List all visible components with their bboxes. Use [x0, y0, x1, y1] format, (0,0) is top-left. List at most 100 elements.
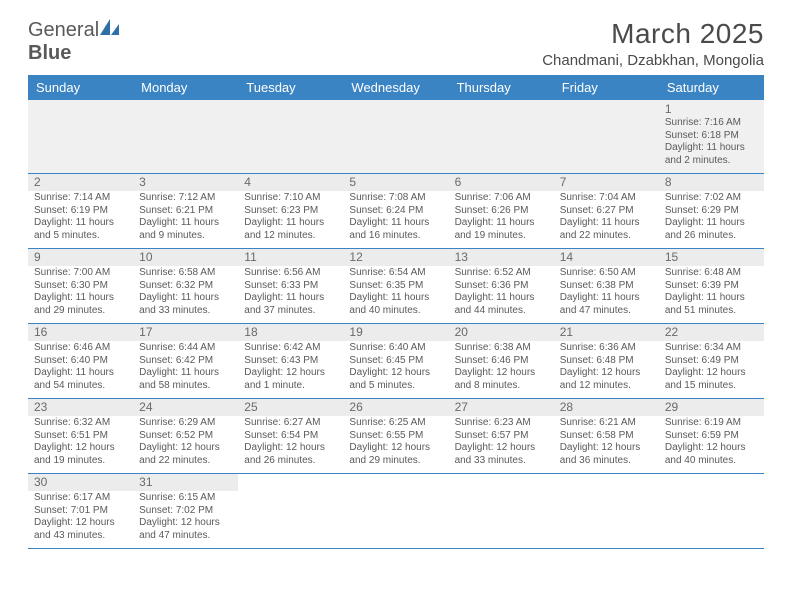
calendar-day-cell: 11Sunrise: 6:56 AMSunset: 6:33 PMDayligh… [238, 249, 343, 324]
daylight-text: Daylight: 11 hours and 44 minutes. [455, 292, 548, 317]
sunset-text: Sunset: 6:18 PM [665, 130, 758, 143]
calendar-day-cell: 3Sunrise: 7:12 AMSunset: 6:21 PMDaylight… [133, 174, 238, 249]
calendar-day-cell: 30Sunrise: 6:17 AMSunset: 7:01 PMDayligh… [28, 474, 133, 549]
daylight-text: Daylight: 11 hours and 9 minutes. [139, 217, 232, 242]
daylight-text: Daylight: 11 hours and 40 minutes. [349, 292, 442, 317]
brand-text: General Blue [28, 18, 121, 65]
daylight-text: Daylight: 11 hours and 54 minutes. [34, 367, 127, 392]
day-number: 12 [343, 249, 448, 266]
calendar-day-cell: 6Sunrise: 7:06 AMSunset: 6:26 PMDaylight… [449, 174, 554, 249]
sunrise-text: Sunrise: 6:34 AM [665, 342, 758, 355]
calendar-day-cell [554, 474, 659, 549]
calendar-day-cell [238, 100, 343, 174]
sunset-text: Sunset: 6:26 PM [455, 205, 548, 218]
calendar-day-cell: 20Sunrise: 6:38 AMSunset: 6:46 PMDayligh… [449, 324, 554, 399]
sunrise-text: Sunrise: 6:29 AM [139, 417, 232, 430]
daylight-text: Daylight: 12 hours and 15 minutes. [665, 367, 758, 392]
day-number: 15 [659, 249, 764, 266]
daylight-text: Daylight: 12 hours and 29 minutes. [349, 442, 442, 467]
calendar-week-row: 1Sunrise: 7:16 AMSunset: 6:18 PMDaylight… [28, 100, 764, 174]
sunrise-text: Sunrise: 6:17 AM [34, 492, 127, 505]
sunset-text: Sunset: 6:49 PM [665, 355, 758, 368]
day-header: Thursday [449, 75, 554, 100]
daylight-text: Daylight: 12 hours and 36 minutes. [560, 442, 653, 467]
page-header: General Blue March 2025 Chandmani, Dzabk… [28, 18, 764, 69]
calendar-day-cell: 31Sunrise: 6:15 AMSunset: 7:02 PMDayligh… [133, 474, 238, 549]
day-number: 29 [659, 399, 764, 416]
calendar-day-cell: 21Sunrise: 6:36 AMSunset: 6:48 PMDayligh… [554, 324, 659, 399]
calendar-day-cell: 2Sunrise: 7:14 AMSunset: 6:19 PMDaylight… [28, 174, 133, 249]
day-header: Sunday [28, 75, 133, 100]
daylight-text: Daylight: 11 hours and 22 minutes. [560, 217, 653, 242]
sunrise-text: Sunrise: 7:10 AM [244, 192, 337, 205]
day-number: 28 [554, 399, 659, 416]
sunset-text: Sunset: 6:27 PM [560, 205, 653, 218]
sunrise-text: Sunrise: 6:50 AM [560, 267, 653, 280]
day-header: Wednesday [343, 75, 448, 100]
sunset-text: Sunset: 6:32 PM [139, 280, 232, 293]
sunrise-text: Sunrise: 6:46 AM [34, 342, 127, 355]
sunrise-text: Sunrise: 6:36 AM [560, 342, 653, 355]
daylight-text: Daylight: 12 hours and 19 minutes. [34, 442, 127, 467]
sunset-text: Sunset: 6:48 PM [560, 355, 653, 368]
sunrise-text: Sunrise: 6:19 AM [665, 417, 758, 430]
calendar-day-cell [238, 474, 343, 549]
day-number: 4 [238, 174, 343, 191]
calendar-day-cell: 18Sunrise: 6:42 AMSunset: 6:43 PMDayligh… [238, 324, 343, 399]
calendar-day-cell [449, 100, 554, 174]
calendar-day-cell [133, 100, 238, 174]
calendar-day-cell: 5Sunrise: 7:08 AMSunset: 6:24 PMDaylight… [343, 174, 448, 249]
sunset-text: Sunset: 6:29 PM [665, 205, 758, 218]
calendar-day-cell: 13Sunrise: 6:52 AMSunset: 6:36 PMDayligh… [449, 249, 554, 324]
day-header: Monday [133, 75, 238, 100]
sunset-text: Sunset: 6:36 PM [455, 280, 548, 293]
daylight-text: Daylight: 12 hours and 22 minutes. [139, 442, 232, 467]
sunset-text: Sunset: 6:58 PM [560, 430, 653, 443]
sunset-text: Sunset: 6:30 PM [34, 280, 127, 293]
day-header: Saturday [659, 75, 764, 100]
calendar-day-cell: 12Sunrise: 6:54 AMSunset: 6:35 PMDayligh… [343, 249, 448, 324]
sunset-text: Sunset: 6:38 PM [560, 280, 653, 293]
daylight-text: Daylight: 11 hours and 37 minutes. [244, 292, 337, 317]
day-number: 9 [28, 249, 133, 266]
calendar-day-cell: 23Sunrise: 6:32 AMSunset: 6:51 PMDayligh… [28, 399, 133, 474]
calendar-day-cell: 14Sunrise: 6:50 AMSunset: 6:38 PMDayligh… [554, 249, 659, 324]
sunrise-text: Sunrise: 6:52 AM [455, 267, 548, 280]
sunset-text: Sunset: 6:43 PM [244, 355, 337, 368]
day-number: 3 [133, 174, 238, 191]
sunrise-text: Sunrise: 6:42 AM [244, 342, 337, 355]
sunset-text: Sunset: 6:54 PM [244, 430, 337, 443]
sunrise-text: Sunrise: 6:56 AM [244, 267, 337, 280]
calendar-day-cell: 19Sunrise: 6:40 AMSunset: 6:45 PMDayligh… [343, 324, 448, 399]
calendar-day-cell: 22Sunrise: 6:34 AMSunset: 6:49 PMDayligh… [659, 324, 764, 399]
day-number: 25 [238, 399, 343, 416]
brand-part2: Blue [28, 42, 71, 64]
sunrise-text: Sunrise: 6:58 AM [139, 267, 232, 280]
calendar-week-row: 2Sunrise: 7:14 AMSunset: 6:19 PMDaylight… [28, 174, 764, 249]
calendar-day-cell: 29Sunrise: 6:19 AMSunset: 6:59 PMDayligh… [659, 399, 764, 474]
sunrise-text: Sunrise: 6:27 AM [244, 417, 337, 430]
sunset-text: Sunset: 6:23 PM [244, 205, 337, 218]
calendar-day-cell: 17Sunrise: 6:44 AMSunset: 6:42 PMDayligh… [133, 324, 238, 399]
title-block: March 2025 Chandmani, Dzabkhan, Mongolia [542, 18, 764, 69]
calendar-day-cell: 16Sunrise: 6:46 AMSunset: 6:40 PMDayligh… [28, 324, 133, 399]
calendar-day-cell: 4Sunrise: 7:10 AMSunset: 6:23 PMDaylight… [238, 174, 343, 249]
daylight-text: Daylight: 12 hours and 8 minutes. [455, 367, 548, 392]
day-number: 13 [449, 249, 554, 266]
calendar-day-cell [554, 100, 659, 174]
sunrise-text: Sunrise: 7:00 AM [34, 267, 127, 280]
calendar-week-row: 23Sunrise: 6:32 AMSunset: 6:51 PMDayligh… [28, 399, 764, 474]
calendar-day-cell: 7Sunrise: 7:04 AMSunset: 6:27 PMDaylight… [554, 174, 659, 249]
calendar-day-cell: 10Sunrise: 6:58 AMSunset: 6:32 PMDayligh… [133, 249, 238, 324]
sunrise-text: Sunrise: 6:15 AM [139, 492, 232, 505]
daylight-text: Daylight: 11 hours and 47 minutes. [560, 292, 653, 317]
sunrise-text: Sunrise: 6:54 AM [349, 267, 442, 280]
sunrise-text: Sunrise: 6:40 AM [349, 342, 442, 355]
calendar-day-cell: 27Sunrise: 6:23 AMSunset: 6:57 PMDayligh… [449, 399, 554, 474]
day-number: 17 [133, 324, 238, 341]
day-number: 22 [659, 324, 764, 341]
calendar-day-cell: 24Sunrise: 6:29 AMSunset: 6:52 PMDayligh… [133, 399, 238, 474]
daylight-text: Daylight: 12 hours and 43 minutes. [34, 517, 127, 542]
sunrise-text: Sunrise: 6:25 AM [349, 417, 442, 430]
sunrise-text: Sunrise: 6:23 AM [455, 417, 548, 430]
